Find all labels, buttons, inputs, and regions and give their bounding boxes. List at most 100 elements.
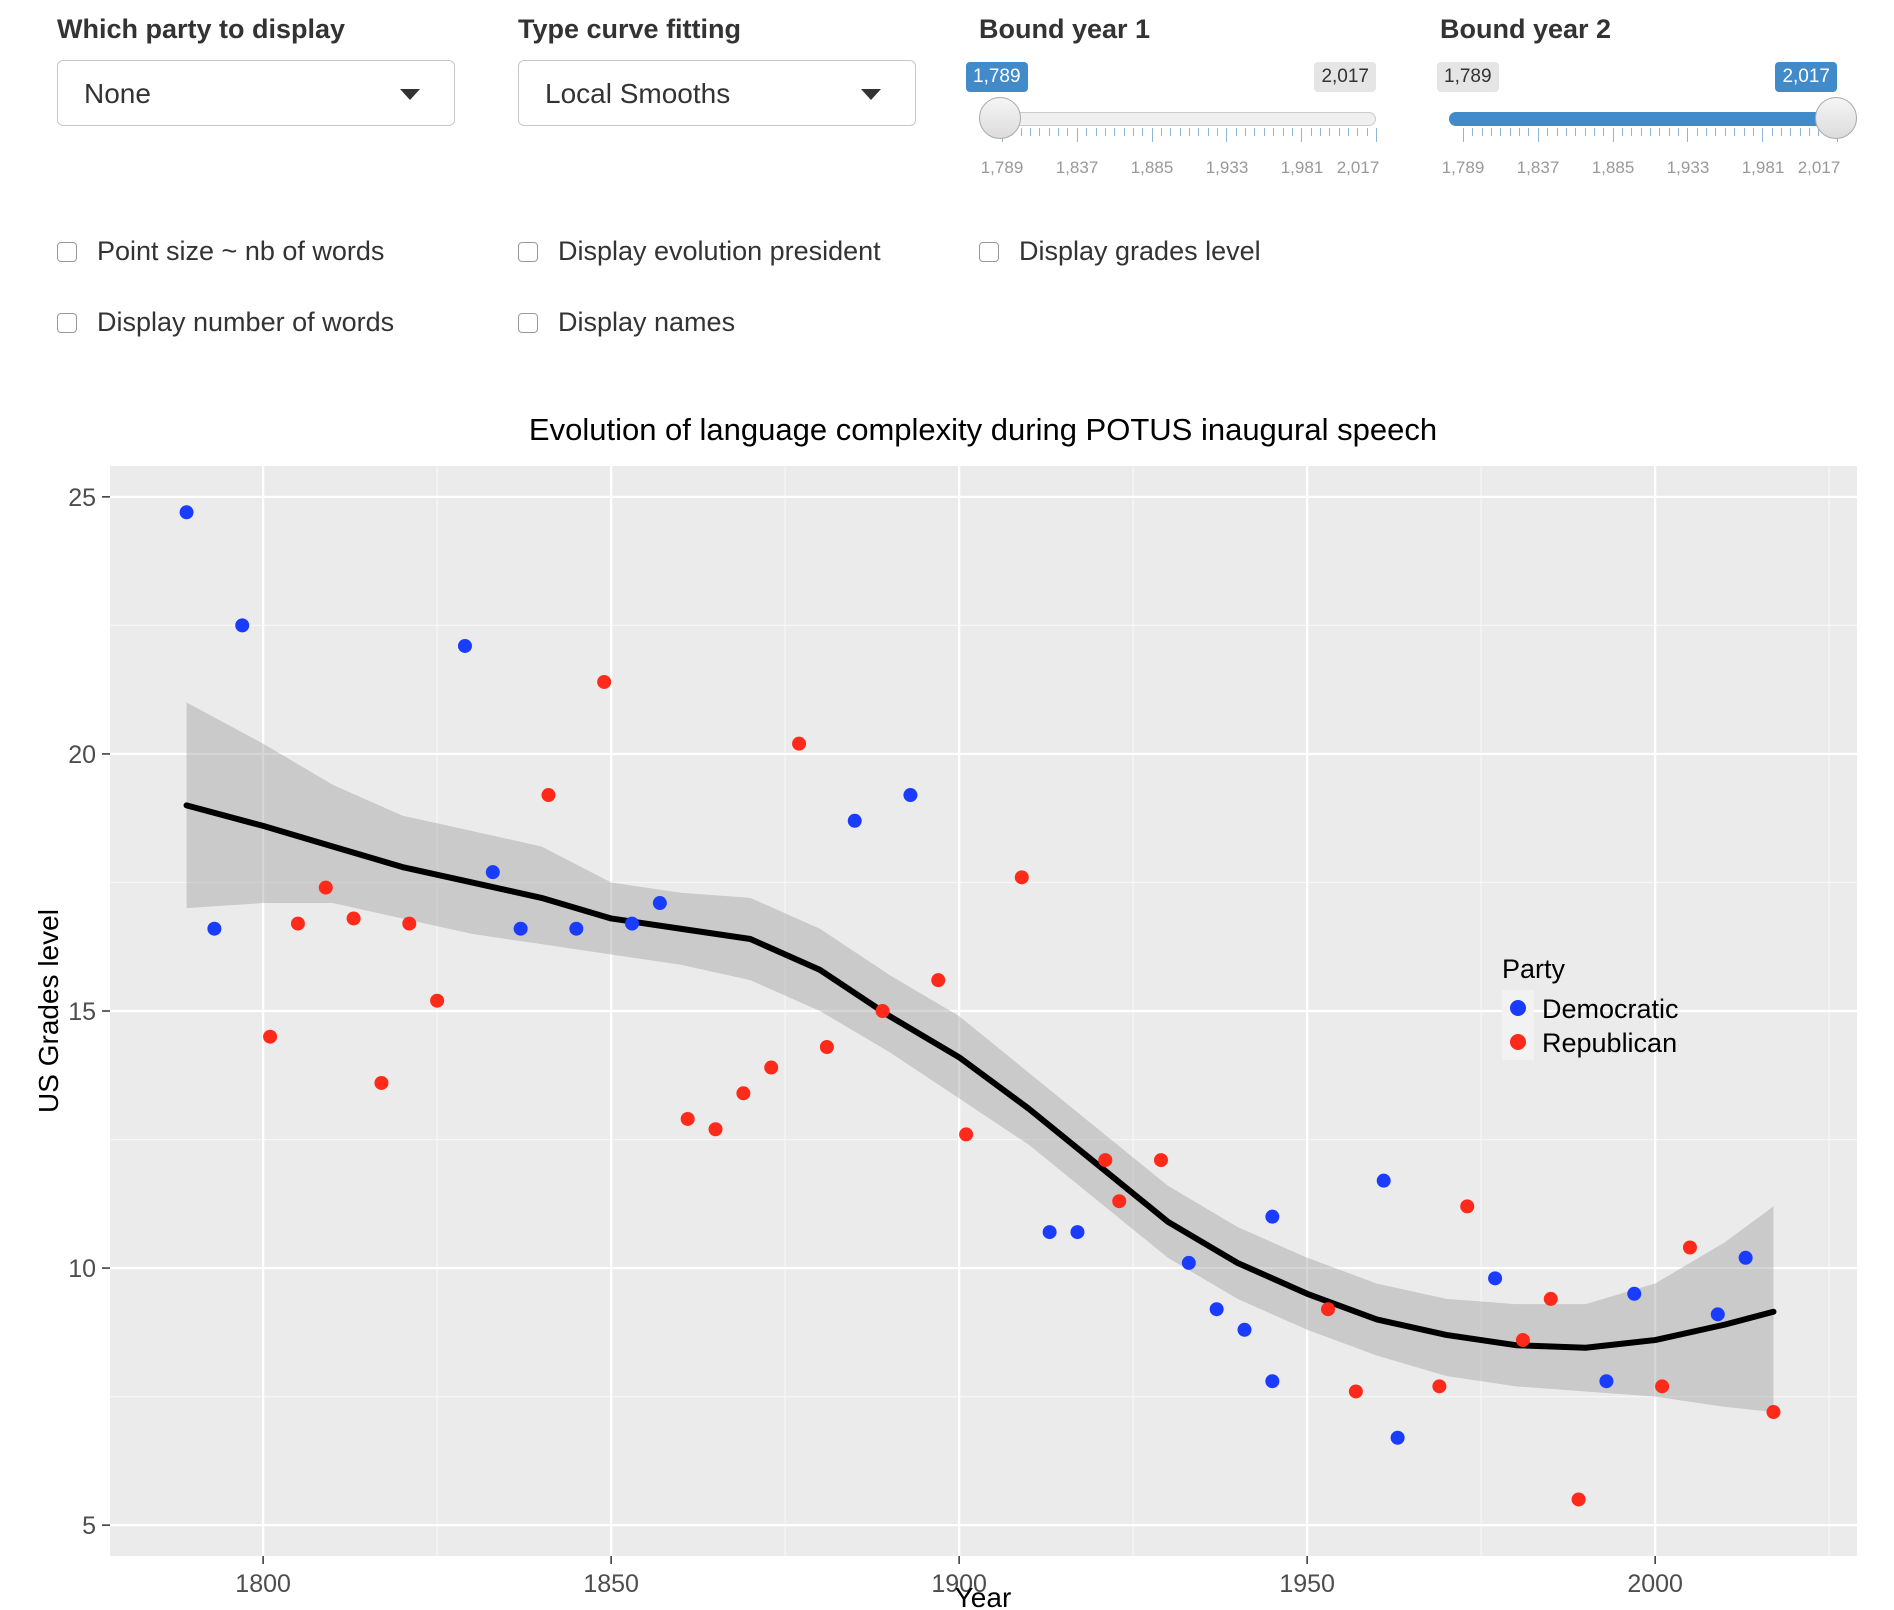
x-axis-label: Year: [955, 1582, 1012, 1610]
slider-tick: [1142, 128, 1144, 136]
slider-tick: [1687, 128, 1689, 142]
bound1-label: Bound year 1: [979, 14, 1151, 44]
slider-tick: [1039, 128, 1041, 136]
x-tick-label: 1900: [931, 1570, 987, 1598]
slider-tick: [1217, 128, 1219, 136]
slider-tick: [1500, 128, 1502, 136]
bound1-slider[interactable]: 1,789 2,017 1,789 1,837 1,885 1,933 1,98…: [966, 62, 1379, 182]
checkbox-box[interactable]: [518, 241, 538, 262]
party-select-value: None: [84, 78, 151, 109]
slider-tick: [1706, 128, 1708, 136]
slider-tick: [1132, 128, 1134, 136]
chevron-down-icon: [861, 89, 881, 100]
evolution-president-label: Display evolution president: [558, 236, 881, 266]
legend-key-democratic: [1510, 1000, 1526, 1016]
slider-tick: [1472, 128, 1474, 136]
slider-tick: [1715, 128, 1717, 136]
slider-tick: [1235, 128, 1237, 136]
bound1-track[interactable]: [988, 112, 1376, 126]
point-democratic: [513, 921, 528, 936]
checkbox-box[interactable]: [57, 312, 77, 333]
point-democratic: [1070, 1225, 1085, 1240]
slider-tick: [1696, 128, 1698, 136]
point-republican: [290, 916, 305, 931]
slider-tick: [1734, 128, 1736, 136]
point-democratic: [485, 865, 500, 880]
bound1-value-badge: 1,789: [966, 62, 1028, 92]
point-democratic: [1376, 1173, 1391, 1188]
names-checkbox[interactable]: Display names: [518, 307, 735, 338]
point-republican: [1515, 1333, 1530, 1348]
slider-tick: [1226, 128, 1228, 142]
slider-tick: [1818, 128, 1820, 136]
point-democratic: [457, 638, 472, 653]
point-republican: [1460, 1199, 1475, 1214]
point-democratic: [903, 788, 918, 803]
bound2-tick-label: 1,885: [1591, 158, 1635, 177]
slider-tick: [1743, 128, 1745, 136]
grades-level-checkbox[interactable]: Display grades level: [979, 236, 1261, 267]
point-republican: [402, 916, 417, 931]
point-republican: [1543, 1291, 1558, 1306]
point-size-checkbox[interactable]: Point size ~ nb of words: [57, 236, 384, 267]
bound1-tick-label: 1,837: [1055, 158, 1099, 177]
slider-tick: [1076, 128, 1078, 142]
smooth-fit: [183, 802, 1777, 1351]
slider-tick: [1067, 128, 1069, 136]
point-democratic: [1265, 1374, 1280, 1389]
bound2-ticks: [1449, 128, 1838, 146]
checkbox-box[interactable]: [518, 312, 538, 333]
slider-tick: [1254, 128, 1256, 136]
bound2-tick-label: 1,789: [1441, 158, 1485, 177]
number-words-checkbox[interactable]: Display number of words: [57, 307, 394, 338]
y-axis-label: US Grades level: [33, 909, 64, 1113]
point-size-label: Point size ~ nb of words: [97, 236, 385, 266]
bound2-handle[interactable]: [1815, 97, 1857, 139]
checkbox-box[interactable]: [57, 241, 77, 262]
curve-select[interactable]: Local Smooths: [518, 60, 916, 126]
names-label: Display names: [558, 307, 736, 337]
point-republican: [959, 1127, 974, 1142]
slider-tick: [1058, 128, 1060, 136]
point-democratic: [1738, 1250, 1753, 1265]
point-republican: [736, 1086, 751, 1101]
point-democratic: [652, 896, 667, 911]
legend-title: Party: [1502, 954, 1566, 984]
axes: 1800 1850 1900 1950 2000 5 10 15 20 25: [68, 484, 1683, 1598]
slider-tick: [1650, 128, 1651, 136]
grid-lines: [110, 466, 1857, 1556]
slider-tick: [1338, 128, 1340, 136]
bound2-slider[interactable]: 1,789 2,017 1,789 1,837 1,885 1,933 1,98…: [1427, 62, 1857, 182]
point-republican: [318, 880, 333, 895]
slider-tick: [1086, 128, 1088, 136]
bound2-label: Bound year 2: [1440, 14, 1612, 44]
point-democratic: [625, 916, 640, 931]
party-select[interactable]: None: [57, 60, 455, 126]
point-republican: [1014, 870, 1029, 885]
point-republican: [1655, 1379, 1670, 1394]
slider-tick: [1575, 128, 1577, 136]
slider-tick: [1301, 128, 1303, 142]
slider-tick: [1273, 128, 1275, 136]
data-points: [179, 505, 1781, 1507]
confidence-band-area: [186, 702, 1774, 1413]
checkbox-box[interactable]: [979, 241, 999, 262]
point-republican: [1098, 1153, 1113, 1168]
bound1-ticks: [988, 128, 1377, 146]
slider-tick: [1631, 128, 1633, 136]
slider-tick: [1463, 128, 1464, 142]
bound1-tick-label: 2,017: [1336, 158, 1380, 177]
slider-tick: [1724, 128, 1726, 136]
slider-tick: [1245, 128, 1247, 136]
evolution-president-checkbox[interactable]: Display evolution president: [518, 236, 881, 267]
slider-tick: [1319, 128, 1321, 136]
slider-tick: [1659, 128, 1661, 136]
point-republican: [346, 911, 361, 926]
slider-tick: [1593, 128, 1595, 136]
slider-tick: [1020, 128, 1022, 136]
bound1-tick-label: 1,789: [980, 158, 1024, 177]
bound1-handle[interactable]: [979, 97, 1021, 139]
slider-tick: [1104, 128, 1106, 136]
slider-tick: [1263, 128, 1265, 136]
point-republican: [819, 1039, 834, 1054]
